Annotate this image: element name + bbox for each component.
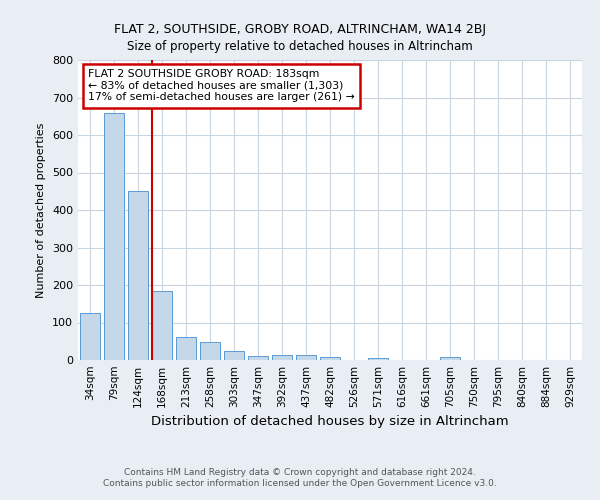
Bar [224,350,244,360]
Text: FLAT 2, SOUTHSIDE, GROBY ROAD, ALTRINCHAM, WA14 2BJ: FLAT 2, SOUTHSIDE, GROBY ROAD, ALTRINCHA… [114,22,486,36]
Bar [176,337,196,360]
Bar [200,342,220,360]
Bar [104,112,124,360]
Bar [272,355,292,360]
Bar [320,357,340,360]
Bar [296,355,316,360]
Bar [80,313,100,360]
Bar [248,356,268,360]
Bar [128,191,148,360]
Text: FLAT 2 SOUTHSIDE GROBY ROAD: 183sqm
← 83% of detached houses are smaller (1,303): FLAT 2 SOUTHSIDE GROBY ROAD: 183sqm ← 83… [88,69,355,102]
X-axis label: Distribution of detached houses by size in Altrincham: Distribution of detached houses by size … [151,416,509,428]
Bar [152,290,172,360]
Bar [368,358,388,360]
Text: Contains HM Land Registry data © Crown copyright and database right 2024.
Contai: Contains HM Land Registry data © Crown c… [103,468,497,487]
Text: Size of property relative to detached houses in Altrincham: Size of property relative to detached ho… [127,40,473,53]
Bar [440,358,460,360]
Y-axis label: Number of detached properties: Number of detached properties [37,122,46,298]
